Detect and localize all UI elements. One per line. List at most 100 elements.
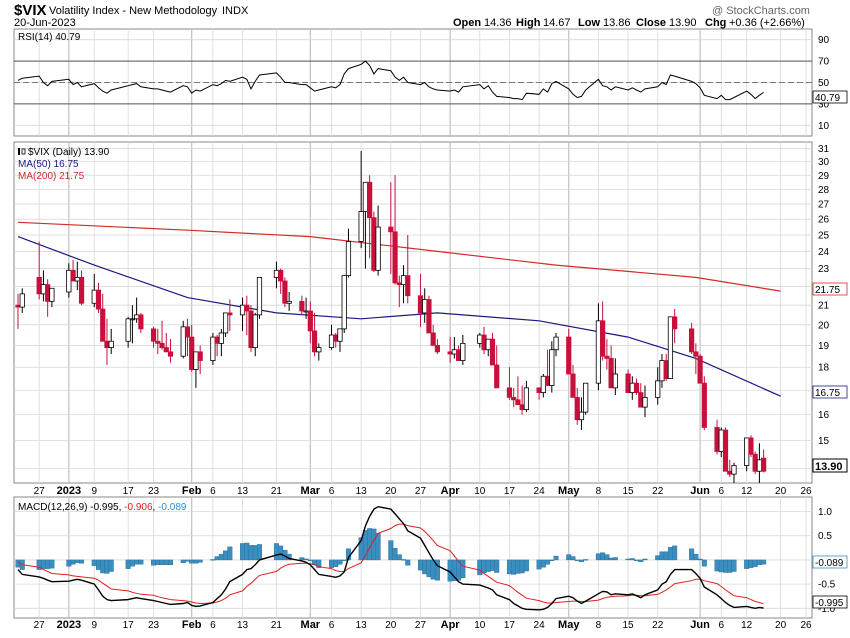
macd-histogram-bar: [731, 559, 737, 572]
macd-histogram-bar: [392, 548, 398, 561]
macd-histogram-bar: [244, 542, 250, 561]
macd-histogram-bar: [168, 559, 174, 565]
x-tick-label-lower: 12: [741, 620, 753, 631]
macd-histogram-bar: [426, 559, 432, 578]
macd-histogram-bar: [595, 553, 601, 561]
macd-histogram-bar: [316, 559, 322, 568]
macd-histogram-bar: [638, 559, 644, 563]
candle-body: [197, 351, 203, 361]
rsi-legend: RSI(14) 40.79: [18, 32, 81, 43]
candle-body: [460, 342, 466, 361]
macd-histogram-bar: [163, 559, 169, 565]
macd-histogram-bar: [506, 559, 512, 575]
macd-histogram-bar: [574, 559, 580, 561]
candle-body: [150, 328, 157, 342]
chg-label: Chg: [705, 17, 726, 29]
candle-body: [358, 211, 364, 242]
x-tick-label-upper: 6: [329, 486, 335, 497]
macd-histogram-bar: [485, 559, 491, 572]
x-tick-label-lower: 24: [534, 620, 546, 631]
macd-histogram-bar: [417, 559, 423, 571]
macd-histogram-bar: [248, 545, 254, 561]
candle-body: [625, 373, 631, 393]
macd-histogram-bar: [159, 559, 165, 565]
candle-body: [752, 453, 758, 472]
x-tick-label-upper: Apr: [441, 485, 461, 497]
candle-body: [608, 357, 614, 389]
candle-body: [667, 316, 674, 379]
macd-histogram-bar: [460, 559, 466, 579]
candle-body: [49, 287, 55, 302]
macd-histogram-bar: [134, 559, 140, 565]
candle-body: [511, 396, 517, 401]
candle-body: [417, 295, 424, 314]
macd-histogram-bar: [256, 544, 262, 561]
macd-histogram-bar: [693, 553, 699, 561]
macd-histogram-bar: [375, 533, 381, 561]
x-tick-label-upper: 12: [741, 486, 753, 497]
x-tick-label-lower: Apr: [441, 619, 461, 631]
candle-body: [574, 396, 580, 421]
candle-body: [727, 470, 733, 475]
price-tick-label: 23: [818, 264, 830, 275]
macd-legend-sep2: ,: [153, 502, 159, 513]
candle-body: [256, 277, 263, 316]
x-tick-label-lower: 8: [596, 620, 602, 631]
candle-body: [286, 300, 292, 304]
candle-body: [629, 382, 635, 393]
macd-histogram-bar: [667, 547, 673, 561]
x-tick-label-lower: 26: [800, 620, 812, 631]
candle-body: [36, 277, 42, 295]
candle-body: [392, 231, 398, 284]
candle-body: [210, 336, 216, 361]
candle-body: [536, 387, 542, 393]
macd-histogram-bar: [218, 553, 224, 561]
macd-histogram-bar: [604, 554, 610, 561]
candle-body: [578, 411, 585, 421]
candle-body: [307, 310, 313, 332]
candle-body: [748, 437, 754, 455]
low-value: 13.86: [603, 17, 631, 29]
macd-histogram-bar: [405, 559, 411, 566]
candle-body: [566, 336, 572, 375]
x-tick-label-lower: 10: [474, 620, 486, 631]
x-tick-label-upper: May: [558, 485, 580, 497]
rsi-tick-label: 70: [818, 57, 830, 68]
x-tick-label-lower: Jun: [690, 619, 710, 631]
candle-body: [159, 342, 165, 348]
candle-body: [430, 332, 436, 346]
candle-body: [248, 310, 254, 348]
candle-body: [477, 334, 483, 344]
price-tick-label: 27: [818, 200, 830, 211]
x-tick-label-lower: 13: [356, 620, 368, 631]
candle-body: [515, 399, 521, 406]
candle-body: [345, 241, 352, 277]
candle-body: [134, 314, 140, 320]
macd-histogram-bar: [434, 559, 440, 581]
high-value: 14.67: [543, 17, 571, 29]
candle-body: [519, 404, 525, 411]
macd-histogram-bar: [70, 559, 76, 565]
candle-body: [633, 382, 640, 393]
macd-histogram-bar: [252, 545, 258, 561]
macd-histogram-bar: [477, 559, 483, 576]
candle-body: [19, 293, 25, 308]
candle-body: [100, 308, 106, 342]
x-tick-label-lower: 9: [91, 620, 97, 631]
macd-histogram-bar: [189, 559, 195, 564]
ma50-tag-text: 16.75: [815, 388, 840, 399]
candle-body: [214, 336, 220, 344]
candle-body: [731, 465, 737, 475]
candle-body: [367, 181, 373, 219]
candle-body: [722, 429, 729, 472]
x-tick-label-upper: Jun: [690, 485, 710, 497]
high-label: High: [516, 17, 541, 29]
watermark: @ StockCharts.com: [712, 5, 810, 17]
macd-histogram-bar: [566, 554, 572, 561]
macd-histogram-bar: [129, 559, 135, 567]
macd-histogram-bar: [91, 559, 97, 566]
candle-body: [341, 275, 347, 330]
candle-body: [481, 334, 487, 351]
macd-histogram-bar: [744, 559, 750, 569]
x-tick-label-upper: 24: [534, 486, 546, 497]
